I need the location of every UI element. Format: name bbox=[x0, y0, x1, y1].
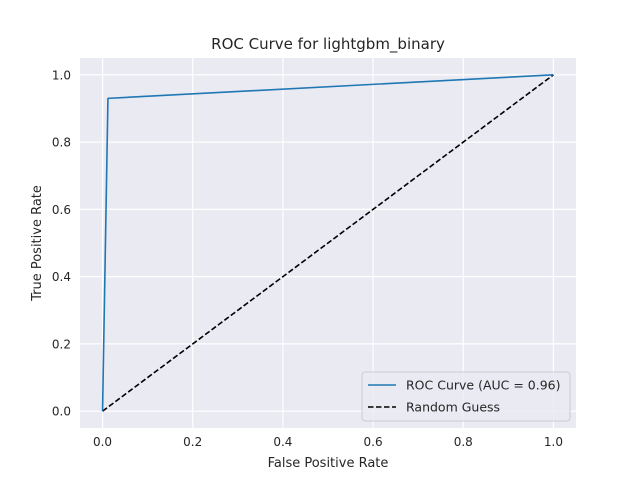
x-tick-label: 0.4 bbox=[273, 435, 292, 449]
legend-box bbox=[361, 371, 571, 422]
x-tick-label: 0.2 bbox=[183, 435, 202, 449]
x-axis-label: False Positive Rate bbox=[268, 456, 389, 471]
chart-title: ROC Curve for lightgbm_binary bbox=[211, 35, 445, 54]
y-tick-label: 0.0 bbox=[52, 405, 71, 419]
legend: ROC Curve (AUC = 0.96) Random Guess bbox=[361, 371, 571, 422]
x-tick-label: 0.0 bbox=[93, 435, 112, 449]
series-layer bbox=[101, 74, 554, 412]
x-tick-label: 1.0 bbox=[544, 435, 563, 449]
y-axis-label: True Positive Rate bbox=[30, 185, 45, 302]
roc-curve-line bbox=[101, 74, 554, 412]
legend-roc-label: ROC Curve (AUC = 0.96) bbox=[406, 378, 561, 393]
random-guess-line bbox=[102, 74, 554, 412]
x-tick-label: 0.6 bbox=[364, 435, 383, 449]
legend-random-label: Random Guess bbox=[406, 400, 500, 415]
x-tick-label: 0.8 bbox=[454, 435, 473, 449]
y-tick-label: 0.8 bbox=[52, 136, 71, 150]
y-tick-label: 0.4 bbox=[52, 270, 71, 284]
y-tick-label: 1.0 bbox=[52, 68, 71, 82]
y-tick-label: 0.6 bbox=[52, 203, 71, 217]
tick-labels: 0.0 0.2 0.4 0.6 0.8 1.0 0.0 0.2 0.4 0.6 0.8 1.0 bbox=[52, 68, 563, 449]
y-tick-label: 0.2 bbox=[52, 337, 71, 351]
